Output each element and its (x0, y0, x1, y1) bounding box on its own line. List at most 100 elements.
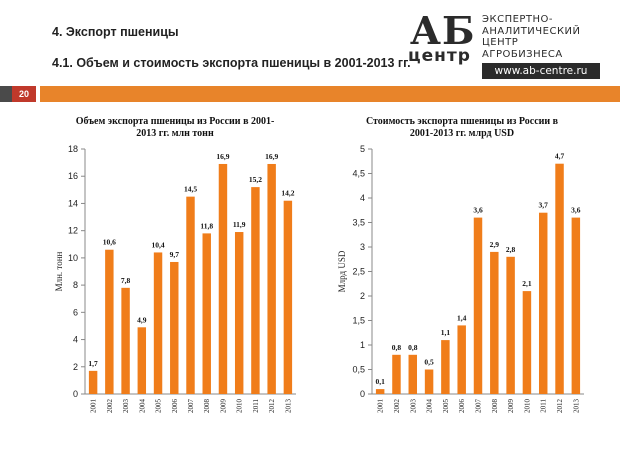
y-tick-label: 2 (360, 291, 365, 301)
data-label: 2,1 (522, 279, 532, 288)
y-tick-label: 0 (360, 389, 365, 399)
y-tick-label: 0 (73, 389, 78, 399)
bar (538, 212, 548, 394)
x-tick-label: 2011 (252, 399, 260, 413)
bar (473, 217, 483, 394)
chart-title-line-1: Объем экспорта пшеницы из России в 2001- (75, 116, 275, 127)
bar (267, 163, 276, 394)
x-tick-label: 2008 (203, 399, 211, 414)
data-label: 0,5 (424, 358, 434, 367)
y-tick-label: 6 (73, 307, 78, 317)
y-tick-label: 8 (73, 280, 78, 290)
x-tick-label: 2012 (556, 399, 564, 414)
bar (522, 291, 532, 394)
data-label: 15,2 (249, 175, 262, 184)
chart-title-line-2: 2013 гг. млн тонн (136, 128, 214, 139)
band-gap (36, 86, 40, 102)
bar (283, 200, 293, 394)
data-label: 1,1 (441, 328, 451, 337)
band-orange-segment (40, 86, 620, 102)
y-tick-label: 16 (68, 171, 78, 181)
data-label: 10,6 (103, 238, 116, 247)
section-title: 4. Экспорт пшеницы (52, 25, 179, 39)
y-tick-label: 1,5 (352, 316, 365, 326)
bar (88, 370, 98, 394)
logo-centr-word: центр (408, 46, 471, 66)
bar (441, 340, 450, 394)
x-tick-label: 2005 (442, 399, 450, 414)
bar (234, 232, 244, 394)
data-label: 14,5 (184, 185, 197, 194)
y-tick-label: 2,5 (352, 267, 365, 277)
data-label: 16,9 (216, 152, 229, 161)
bar (375, 389, 385, 394)
x-tick-label: 2009 (219, 399, 227, 414)
x-tick-label: 2003 (122, 399, 130, 414)
bar (218, 163, 228, 394)
data-label: 0,1 (375, 377, 385, 386)
x-tick-label: 2006 (171, 399, 179, 414)
x-tick-label: 2001 (90, 399, 98, 414)
y-tick-label: 4 (73, 335, 78, 345)
bar (457, 325, 466, 394)
chart-title: Стоимость экспорта пшеницы из России в 2… (352, 116, 572, 140)
data-label: 3,6 (571, 206, 581, 215)
bar (571, 217, 581, 394)
ab-centre-logo: АБ центр ЭКСПЕРТНО- АНАЛИТИЧЕСКИЙ ЦЕНТР … (408, 8, 608, 80)
chart-title: Объем экспорта пшеницы из России в 2001-… (55, 116, 295, 140)
bar (202, 233, 211, 394)
chart-title-line-2: 2001-2013 гг. млрд USD (409, 128, 515, 139)
data-label: 11,8 (200, 221, 213, 230)
data-label: 16,9 (265, 152, 278, 161)
bar (392, 354, 401, 394)
y-tick-label: 4,5 (352, 169, 365, 179)
data-label: 11,9 (233, 220, 246, 229)
y-tick-label: 12 (68, 226, 78, 236)
y-tick-label: 4 (360, 193, 365, 203)
x-tick-label: 2002 (106, 399, 114, 414)
x-tick-label: 2011 (540, 399, 548, 413)
data-label: 10,4 (151, 240, 164, 249)
y-tick-label: 14 (68, 198, 78, 208)
logo-text-block: ЭКСПЕРТНО- АНАЛИТИЧЕСКИЙ ЦЕНТР АГРОБИЗНЕ… (482, 14, 581, 60)
bar (137, 327, 147, 394)
data-label: 3,6 (473, 206, 483, 215)
logo-line-1: ЭКСПЕРТНО- (482, 14, 554, 25)
logo-line-3: ЦЕНТР (482, 37, 519, 48)
logo-line-4: АГРОБИЗНЕСА (482, 48, 563, 60)
x-tick-label: 2010 (523, 399, 531, 414)
data-label: 0,8 (392, 343, 402, 352)
bar (506, 256, 515, 394)
bar (153, 252, 163, 394)
x-tick-label: 2009 (507, 399, 515, 414)
data-label: 4,7 (555, 152, 565, 161)
export-volume-chart: Объем экспорта пшеницы из России в 2001-… (54, 116, 296, 414)
x-tick-label: 2007 (475, 399, 483, 414)
y-tick-label: 0,5 (352, 365, 365, 375)
bar (251, 187, 260, 394)
x-tick-label: 2010 (236, 399, 244, 414)
export-volume-plot: 0 2 4 6 8 10 12 14 16 18 Млн. тонн 1,7 2001 10,6 2002 7… (54, 144, 296, 414)
y-tick-label: 2 (73, 362, 78, 372)
x-tick-label: 2002 (393, 399, 401, 414)
data-label: 0,8 (408, 343, 418, 352)
bar (170, 261, 179, 394)
x-tick-label: 2012 (268, 399, 276, 414)
x-tick-label: 2004 (426, 399, 434, 414)
y-tick-label: 5 (360, 144, 365, 154)
chart-title-line-1: Стоимость экспорта пшеницы из России в (365, 116, 559, 127)
logo-url: www.ab-centre.ru (482, 63, 600, 79)
logo-line-2: АНАЛИТИЧЕСКИЙ (482, 25, 581, 37)
y-tick-label: 3 (360, 242, 365, 252)
y-tick-label: 1 (360, 340, 365, 350)
x-tick-label: 2005 (155, 399, 163, 414)
bar (424, 369, 434, 394)
bar (408, 354, 418, 394)
band-dark-segment (0, 86, 12, 102)
x-tick-label: 2001 (377, 399, 385, 414)
page-subtitle: 4.1. Объем и стоимость экспорта пшеницы … (52, 56, 411, 70)
y-axis-label: Млрд USD (337, 250, 347, 292)
data-label: 7,8 (121, 276, 131, 285)
logo-ab-mark: АБ (410, 8, 476, 53)
